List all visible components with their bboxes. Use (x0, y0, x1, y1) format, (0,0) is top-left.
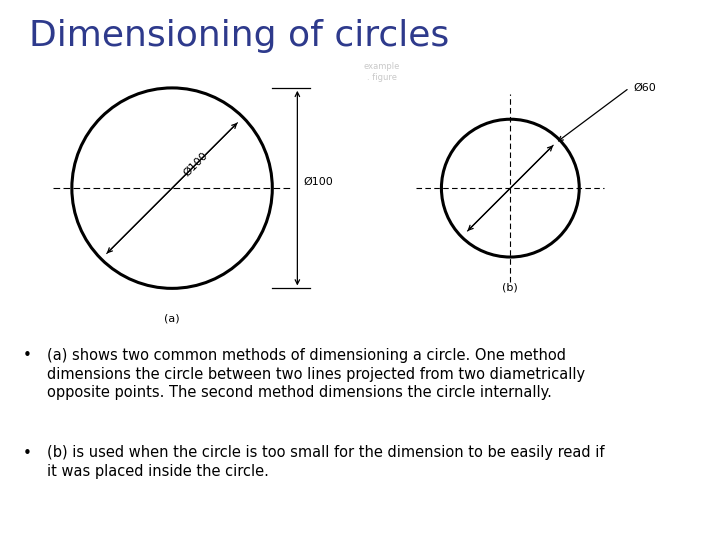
Text: Dimensioning of circles: Dimensioning of circles (29, 19, 449, 53)
Text: (b) is used when the circle is too small for the dimension to be easily read if
: (b) is used when the circle is too small… (47, 446, 604, 479)
Text: (b): (b) (503, 282, 518, 292)
Text: Ø100: Ø100 (304, 177, 333, 187)
Text: example
. figure: example . figure (364, 62, 400, 82)
Text: •: • (23, 446, 32, 461)
Text: Ø60: Ø60 (633, 83, 656, 93)
Text: Ø100: Ø100 (182, 150, 210, 178)
Text: (a): (a) (164, 313, 180, 323)
Text: •: • (23, 348, 32, 363)
Text: (a) shows two common methods of dimensioning a circle. One method
dimensions the: (a) shows two common methods of dimensio… (47, 348, 585, 401)
